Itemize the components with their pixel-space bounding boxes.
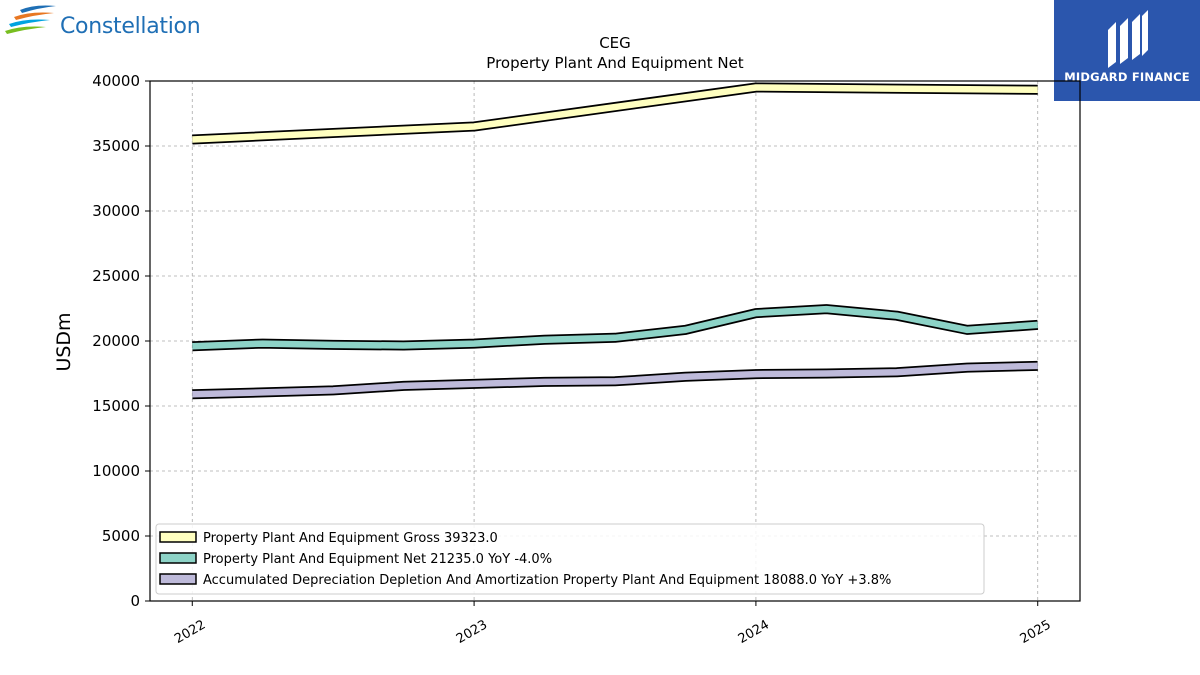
- constellation-wordmark: Constellation: [60, 14, 201, 39]
- y-tick-label: 35000: [92, 137, 140, 155]
- midgard-finance-logo: MIDGARD FINANCE: [1054, 0, 1200, 101]
- legend-label: Property Plant And Equipment Net 21235.0…: [203, 552, 552, 567]
- legend-swatch: [159, 573, 197, 585]
- x-tick-label: 2022: [172, 617, 208, 647]
- y-tick-label: 25000: [92, 267, 140, 285]
- y-tick-label: 10000: [92, 462, 140, 480]
- legend-swatch: [159, 552, 197, 564]
- y-tick-label: 30000: [92, 202, 140, 220]
- legend-swatch: [159, 531, 197, 543]
- axis-ticks: 0 5000 10000 15000 20000 25000 30000 35000 40000…: [92, 72, 1053, 647]
- x-tick-label: 2023: [454, 617, 490, 647]
- legend: Property Plant And Equipment Gross 39323…: [155, 523, 985, 595]
- chart-title: CEG: [599, 34, 631, 52]
- y-axis-label: USDm: [53, 312, 75, 371]
- x-tick-label: 2025: [1018, 617, 1054, 647]
- y-tick-label: 20000: [92, 332, 140, 350]
- series-group: [192, 82, 1039, 400]
- legend-label: Accumulated Depreciation Depletion And A…: [203, 573, 891, 588]
- x-tick-label: 2024: [736, 617, 772, 647]
- midgard-brand-text: MIDGARD FINANCE: [1064, 70, 1190, 84]
- constellation-swoosh-icon: [5, 5, 56, 34]
- y-tick-label: 5000: [102, 527, 140, 545]
- y-tick-label: 40000: [92, 72, 140, 90]
- legend-label: Property Plant And Equipment Gross 39323…: [203, 531, 498, 546]
- series-line: [192, 305, 1038, 350]
- legend-box: [155, 523, 985, 595]
- chart-subtitle: Property Plant And Equipment Net: [486, 54, 743, 72]
- y-tick-label: 15000: [92, 397, 140, 415]
- midgard-monogram-icon: [1108, 10, 1148, 68]
- y-tick-label: 0: [130, 592, 140, 610]
- series-line: [192, 362, 1038, 398]
- series-line: [192, 84, 1038, 143]
- constellation-logo: Constellation: [4, 4, 214, 44]
